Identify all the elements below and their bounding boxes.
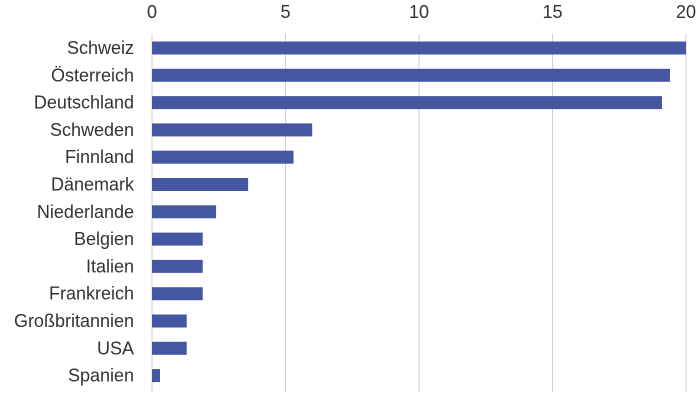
- bar-frankreich: [152, 287, 203, 301]
- category-label: Belgien: [74, 229, 134, 249]
- x-tick-label: 10: [409, 2, 429, 22]
- x-tick-label: 5: [280, 2, 290, 22]
- x-tick-label: 15: [542, 2, 562, 22]
- bar-niederlande: [152, 205, 217, 219]
- category-label: Großbritannien: [14, 311, 134, 331]
- category-label: USA: [97, 338, 134, 358]
- category-label: Schweiz: [67, 38, 134, 58]
- category-label: Spanien: [68, 366, 134, 386]
- x-axis-ticks: 0 5 10 15 20: [147, 2, 696, 22]
- gridlines: [151, 34, 687, 392]
- category-label: Frankreich: [49, 284, 134, 304]
- bar-belgien: [152, 232, 203, 246]
- bar-italien: [152, 259, 203, 273]
- category-label: Österreich: [51, 65, 134, 85]
- bar-dänemark: [152, 178, 249, 191]
- category-labels: Schweiz Österreich Deutschland Schweden Finn…: [14, 38, 135, 386]
- category-label: Italien: [86, 256, 134, 276]
- bar-schweden: [152, 123, 313, 137]
- bar-großbritannien: [152, 314, 187, 328]
- category-label: Finnland: [65, 147, 134, 167]
- bar-usa: [152, 341, 187, 355]
- category-label: Dänemark: [51, 175, 135, 195]
- bar-finnland: [152, 150, 294, 164]
- category-label: Niederlande: [37, 202, 134, 222]
- bars: [152, 41, 686, 383]
- bar-spanien: [152, 369, 161, 383]
- x-tick-label: 20: [676, 2, 696, 22]
- category-label: Schweden: [50, 120, 134, 140]
- category-label: Deutschland: [34, 93, 134, 113]
- bar-österreich: [152, 68, 670, 82]
- bar-deutschland: [152, 96, 662, 110]
- bar-schweiz: [152, 41, 686, 55]
- x-tick-label: 0: [147, 2, 157, 22]
